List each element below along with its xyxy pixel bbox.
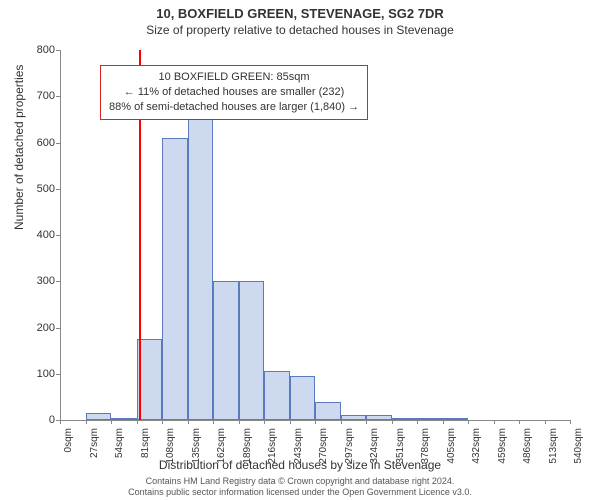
y-tick-mark	[56, 235, 60, 236]
histogram-bar	[111, 418, 137, 420]
y-tick-label: 600	[25, 137, 55, 149]
y-tick-mark	[56, 281, 60, 282]
info-box: 10 BOXFIELD GREEN: 85sqm ← 11% of detach…	[100, 65, 368, 120]
x-tick-mark	[213, 420, 214, 424]
x-tick-mark	[417, 420, 418, 424]
histogram-bar	[213, 281, 239, 420]
histogram-bar	[417, 418, 443, 420]
histogram-bar	[86, 413, 112, 420]
info-line-3: 88% of semi-detached houses are larger (…	[109, 100, 359, 115]
y-axis-label: Number of detached properties	[12, 65, 26, 230]
footer-line-2: Contains public sector information licen…	[0, 487, 600, 498]
y-tick-label: 800	[25, 44, 55, 56]
y-tick-label: 700	[25, 90, 55, 102]
x-tick-mark	[162, 420, 163, 424]
chart-subtitle: Size of property relative to detached ho…	[0, 21, 600, 37]
x-tick-mark	[392, 420, 393, 424]
histogram-bar	[239, 281, 265, 420]
y-tick-label: 100	[25, 368, 55, 380]
x-tick-mark	[366, 420, 367, 424]
y-tick-label: 500	[25, 183, 55, 195]
histogram-bar	[341, 415, 367, 420]
x-tick-mark	[264, 420, 265, 424]
x-tick-mark	[60, 420, 61, 424]
y-tick-label: 0	[25, 414, 55, 426]
footer-attribution: Contains HM Land Registry data © Crown c…	[0, 476, 600, 498]
x-tick-mark	[111, 420, 112, 424]
histogram-bar	[188, 115, 214, 420]
y-tick-label: 400	[25, 229, 55, 241]
x-tick-mark	[443, 420, 444, 424]
x-tick-mark	[468, 420, 469, 424]
x-tick-mark	[494, 420, 495, 424]
y-tick-label: 300	[25, 275, 55, 287]
histogram-bar	[366, 415, 392, 420]
histogram-bar	[392, 418, 418, 420]
chart-container: 10, BOXFIELD GREEN, STEVENAGE, SG2 7DR S…	[0, 0, 600, 500]
y-tick-mark	[56, 143, 60, 144]
footer-line-1: Contains HM Land Registry data © Crown c…	[0, 476, 600, 487]
histogram-bar	[264, 371, 290, 420]
chart-area: 01002003004005006007008000sqm27sqm54sqm8…	[60, 50, 570, 420]
x-axis-label: Distribution of detached houses by size …	[0, 458, 600, 472]
y-tick-mark	[56, 374, 60, 375]
y-tick-mark	[56, 189, 60, 190]
x-tick-mark	[315, 420, 316, 424]
y-tick-mark	[56, 50, 60, 51]
x-tick-mark	[188, 420, 189, 424]
page-title: 10, BOXFIELD GREEN, STEVENAGE, SG2 7DR	[0, 0, 600, 21]
histogram-bar	[290, 376, 316, 420]
x-tick-mark	[341, 420, 342, 424]
histogram-bar	[315, 402, 341, 421]
x-tick-mark	[290, 420, 291, 424]
x-tick-mark	[545, 420, 546, 424]
x-tick-mark	[239, 420, 240, 424]
x-tick-mark	[570, 420, 571, 424]
y-axis-line	[60, 50, 61, 420]
histogram-bar	[162, 138, 188, 420]
info-line-1: 10 BOXFIELD GREEN: 85sqm	[109, 70, 359, 85]
y-tick-label: 200	[25, 322, 55, 334]
y-tick-mark	[56, 96, 60, 97]
histogram-bar	[443, 418, 469, 420]
y-tick-mark	[56, 328, 60, 329]
x-tick-mark	[519, 420, 520, 424]
x-tick-mark	[137, 420, 138, 424]
x-tick-mark	[86, 420, 87, 424]
info-line-2: ← 11% of detached houses are smaller (23…	[109, 85, 359, 100]
